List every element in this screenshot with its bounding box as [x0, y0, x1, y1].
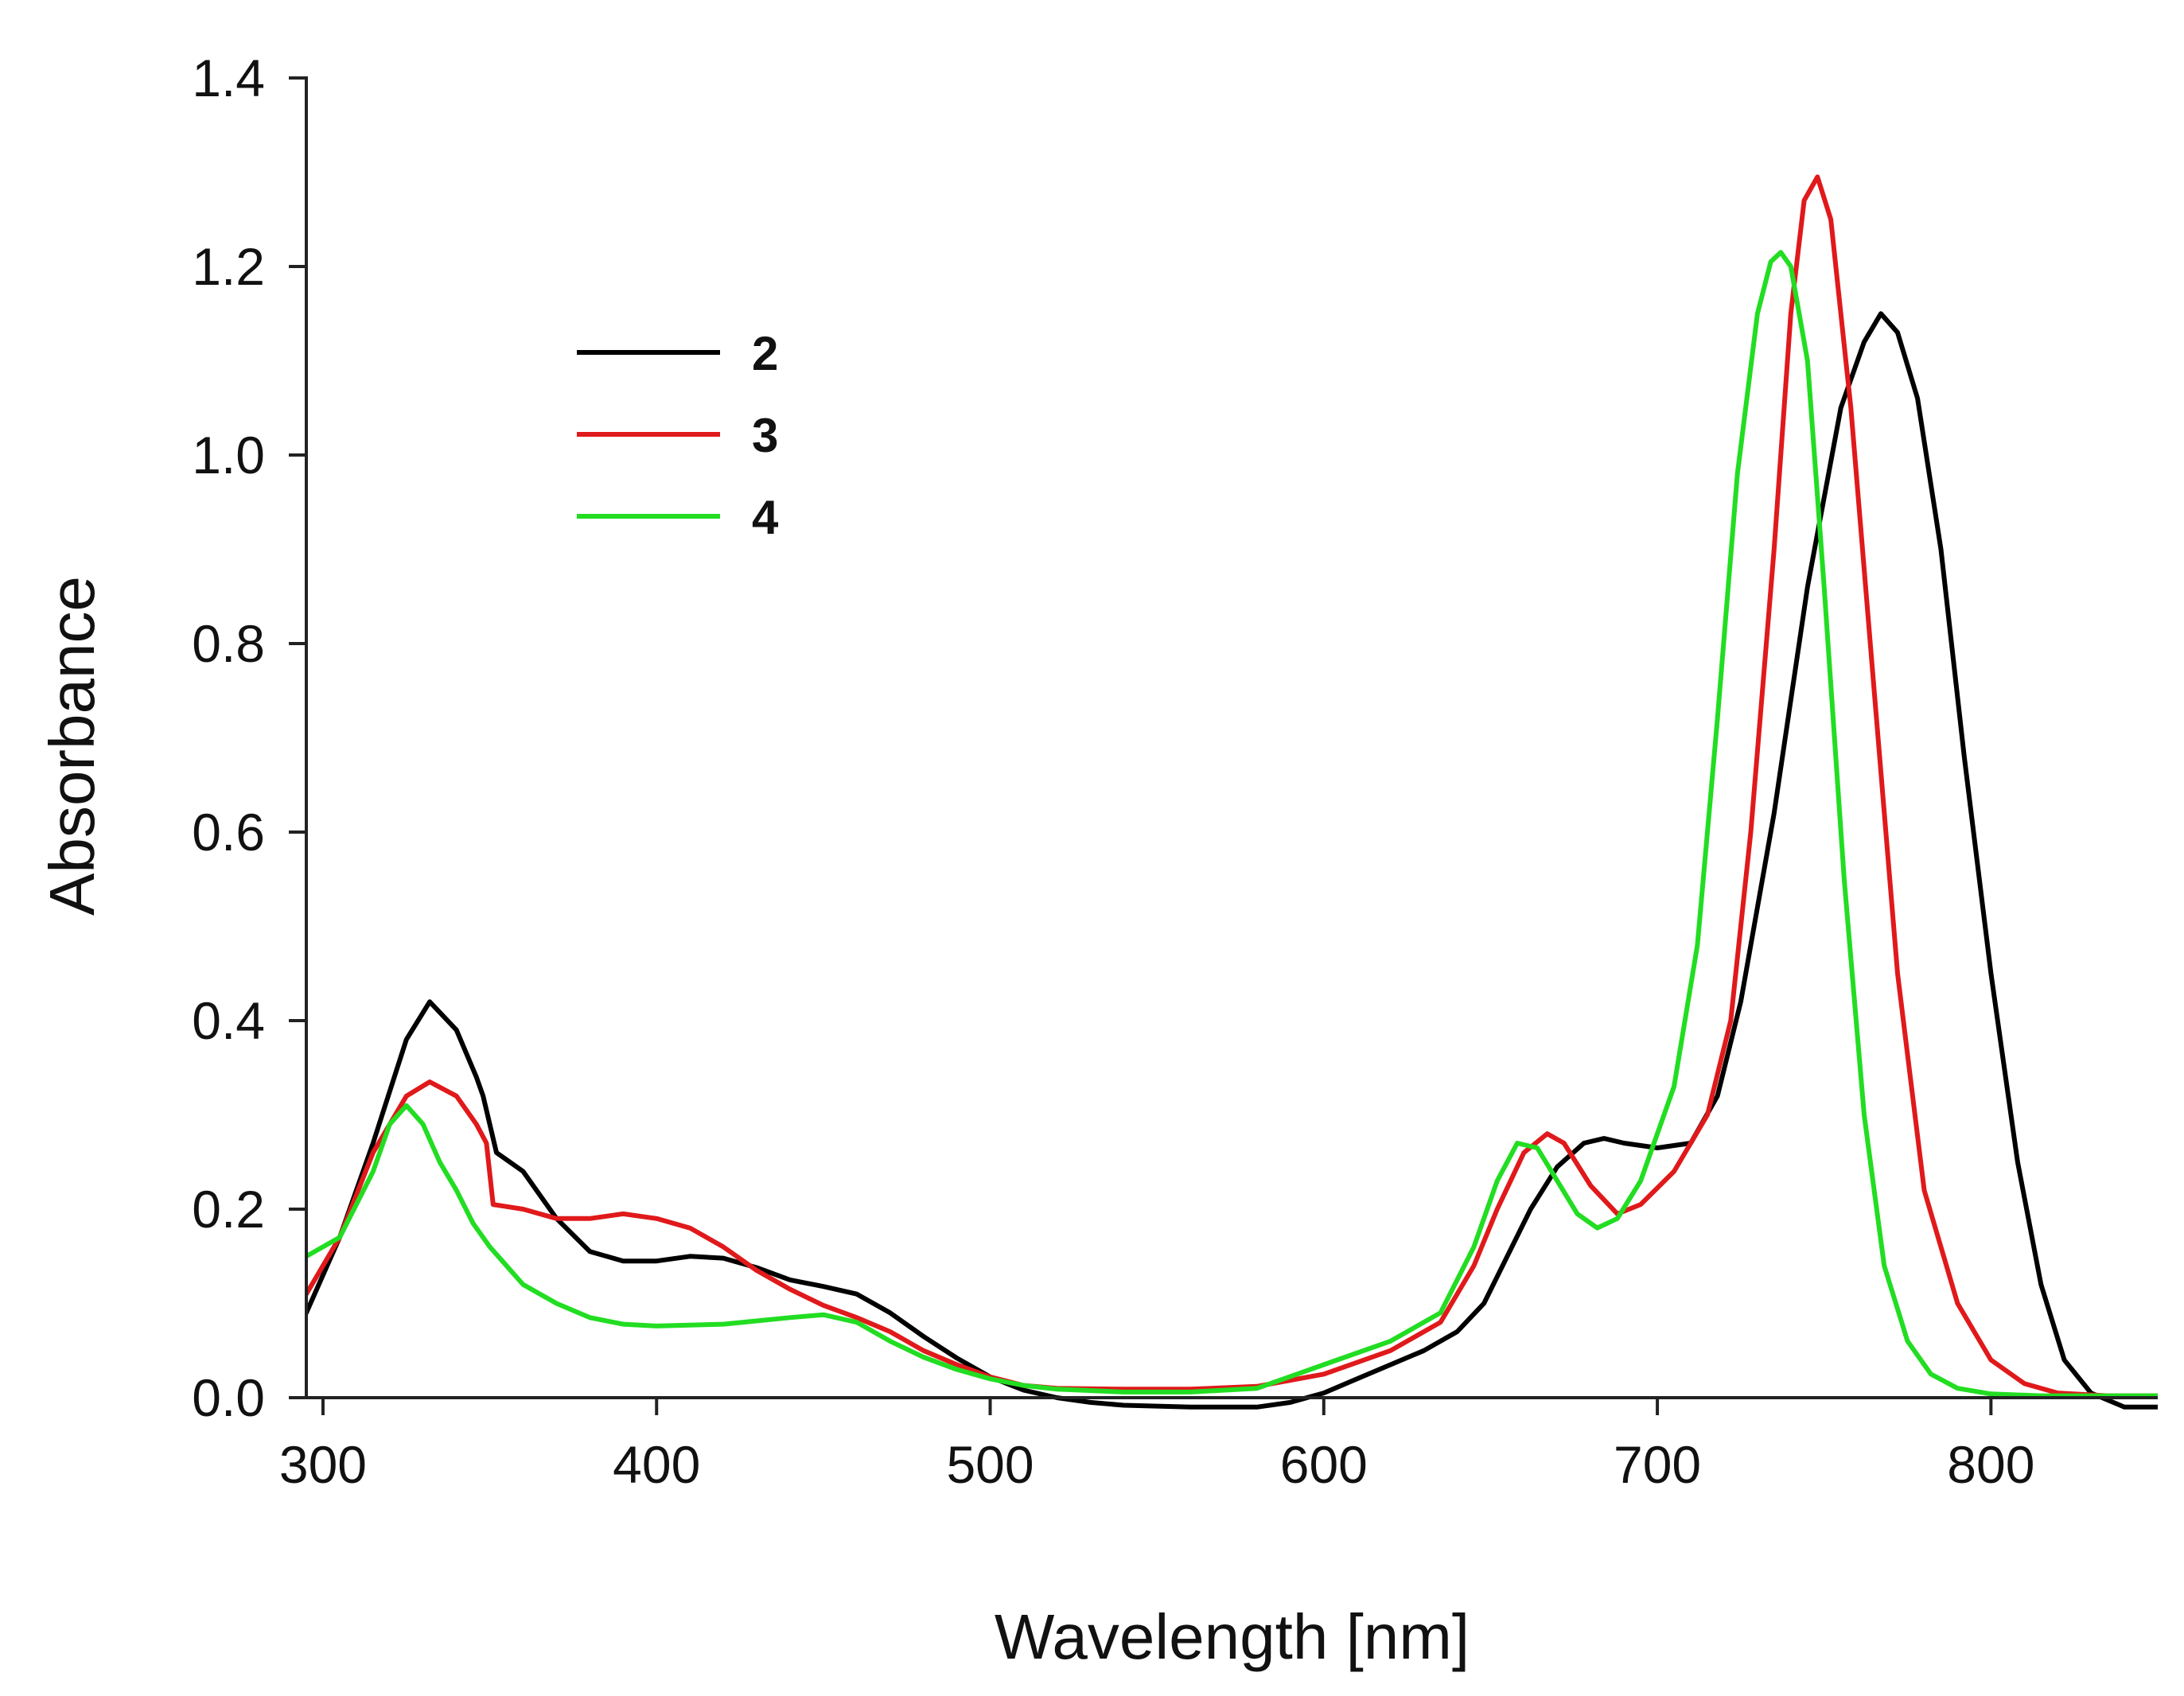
legend: 2 3 4 — [577, 327, 779, 544]
x-tick-label: 300 — [279, 1435, 367, 1494]
legend-label-4: 4 — [752, 491, 779, 544]
y-tick-label: 0.6 — [192, 803, 265, 862]
y-tick-label: 0.8 — [192, 614, 265, 673]
y-axis-title: Absorbance — [37, 576, 107, 916]
y-tick-label: 1.4 — [192, 49, 265, 107]
legend-label-2: 2 — [752, 327, 778, 380]
x-tick-label: 700 — [1614, 1435, 1701, 1494]
y-tick-label: 0.2 — [192, 1180, 265, 1239]
series-line-2 — [306, 311, 2158, 1410]
x-tick-label: 800 — [1947, 1435, 2034, 1494]
legend-label-3: 3 — [752, 409, 778, 462]
x-axis-title: Wavelength [nm] — [995, 1601, 1470, 1672]
x-tick-label: 500 — [946, 1435, 1034, 1494]
series-line-4 — [306, 250, 2158, 1398]
x-tick-label: 400 — [613, 1435, 700, 1494]
plot-series-group — [306, 174, 2158, 1410]
y-tick-label: 1.0 — [192, 426, 265, 484]
y-tick-label: 0.4 — [192, 991, 265, 1050]
x-tick-label: 600 — [1280, 1435, 1368, 1494]
series-line-3 — [306, 174, 2158, 1398]
axes-group: 0.0 0.2 0.4 0.6 0.8 1.0 1.2 1.4 300 400 500 600 700 8… — [192, 49, 2158, 1494]
y-tick-label: 0.0 — [192, 1368, 265, 1427]
y-tick-label: 1.2 — [192, 237, 265, 296]
